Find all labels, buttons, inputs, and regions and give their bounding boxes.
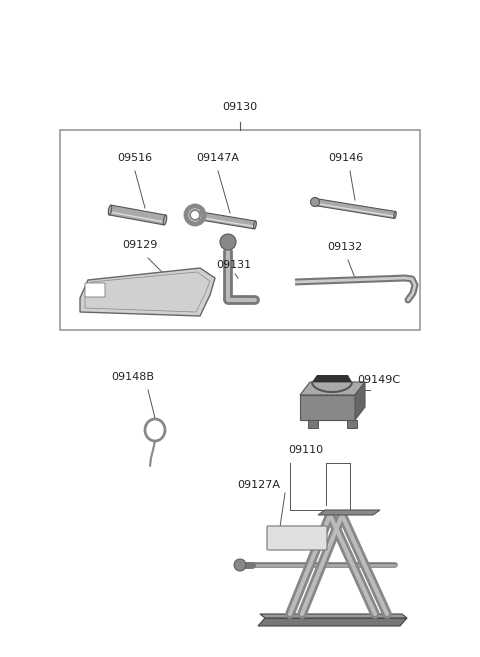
Text: 09127A: 09127A (238, 480, 280, 490)
Ellipse shape (193, 211, 196, 219)
Ellipse shape (311, 198, 320, 206)
Polygon shape (258, 618, 407, 626)
Text: 09110: 09110 (288, 445, 324, 455)
Ellipse shape (253, 221, 256, 229)
Polygon shape (109, 205, 166, 225)
Bar (60, 130, 420, 330)
Text: 09147A: 09147A (196, 153, 240, 163)
Ellipse shape (394, 212, 396, 219)
Polygon shape (260, 614, 407, 618)
Circle shape (220, 234, 236, 250)
Text: 09516: 09516 (118, 153, 153, 163)
Ellipse shape (190, 210, 200, 220)
Text: 09149C: 09149C (357, 375, 400, 385)
Polygon shape (300, 395, 355, 420)
Circle shape (234, 559, 246, 571)
Polygon shape (314, 198, 396, 219)
Polygon shape (300, 382, 365, 395)
FancyBboxPatch shape (267, 526, 327, 550)
Ellipse shape (163, 215, 167, 225)
Polygon shape (318, 510, 380, 515)
Ellipse shape (108, 205, 112, 215)
Polygon shape (80, 268, 215, 316)
Polygon shape (308, 420, 318, 428)
Text: 09146: 09146 (328, 153, 364, 163)
Polygon shape (355, 382, 365, 420)
Ellipse shape (314, 198, 316, 206)
Text: 09132: 09132 (327, 242, 362, 252)
Text: 09130: 09130 (222, 102, 258, 112)
Text: 09131: 09131 (216, 260, 252, 270)
Polygon shape (312, 375, 352, 382)
Polygon shape (194, 211, 256, 229)
Text: 09148B: 09148B (111, 372, 155, 382)
FancyBboxPatch shape (85, 283, 105, 297)
Polygon shape (347, 420, 357, 428)
Text: 09129: 09129 (122, 240, 158, 250)
